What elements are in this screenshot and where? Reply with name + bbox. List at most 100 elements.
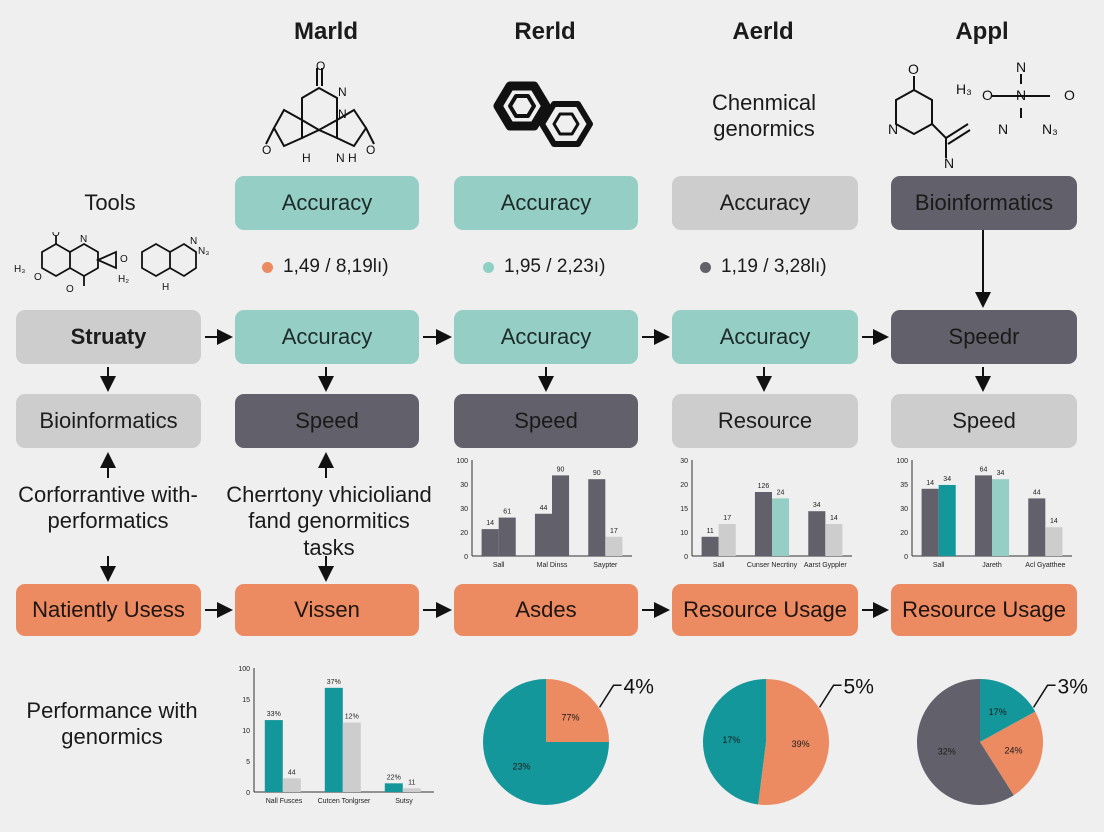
speed-box-r3-4: Speed: [891, 394, 1077, 448]
y-tick-label: 30: [680, 458, 688, 465]
pie-slice-label: 32%: [938, 747, 956, 757]
bar-value-label: 90: [593, 470, 601, 477]
bar-value-label: 17: [723, 515, 731, 522]
column-title-2: Rerld: [514, 18, 576, 45]
column-title-3: Aerld: [732, 18, 794, 45]
y-tick-label: 30: [900, 506, 908, 513]
atom-label: O: [34, 272, 42, 283]
callout-line: [818, 684, 842, 708]
molecule-structure-4: O N H₃ O N N O N N₃ N: [888, 59, 1075, 171]
orange-dot-icon: [262, 261, 273, 273]
atom-label: O: [982, 87, 993, 103]
y-tick-label: 0: [904, 554, 908, 561]
molecule-structure-left: O N N₃ H₃ O O H₂ O N H: [14, 232, 209, 294]
atom-label: N: [888, 121, 898, 137]
pie-slice: [703, 679, 766, 805]
atom-label: H₃: [14, 264, 25, 275]
x-tick-label: Sall: [493, 562, 505, 569]
pie-slice-label: 17%: [722, 735, 740, 745]
performance-caption: Performance with genormics: [26, 698, 198, 750]
stat-1: 1,49 / 8,19lı): [262, 256, 389, 278]
atom-label: N: [80, 234, 87, 245]
bar: [808, 511, 826, 556]
stat-3: 1,19 / 3,28lı): [700, 256, 827, 278]
pie-slice-label: 24%: [1005, 746, 1023, 756]
resource-usage-box-4: Resource Usage: [891, 584, 1077, 636]
stat-3-value: 1,19 / 3,28lı): [721, 256, 827, 277]
pie-slice-label: 77%: [561, 712, 579, 722]
atom-label: N: [190, 236, 197, 247]
bar: [342, 722, 361, 792]
bar: [754, 492, 772, 556]
bar: [701, 536, 719, 556]
bar: [1045, 527, 1063, 556]
x-tick-label: Mal Dinss: [537, 562, 568, 569]
y-tick-label: 10: [680, 530, 688, 537]
y-tick-label: 15: [242, 697, 250, 704]
bar: [772, 498, 790, 556]
molecule-structure-1: O N N O H N H O: [262, 59, 375, 165]
y-tick-label: 35: [900, 482, 908, 489]
y-tick-label: 20: [900, 530, 908, 537]
bar-value-label: 14: [1050, 518, 1058, 525]
x-tick-label: Jareth: [982, 562, 1002, 569]
bar-value-label: 64: [980, 466, 988, 473]
bar: [992, 479, 1010, 556]
accuracy-box-r2-2: Accuracy: [454, 310, 638, 364]
atom-label: O: [366, 143, 375, 157]
ring-structure-icon: [493, 81, 593, 147]
structure-box: Struaty: [16, 310, 201, 364]
bar-value-label: 14: [926, 480, 934, 487]
atom-label: O: [120, 254, 128, 265]
bar-value-label: 90: [557, 466, 565, 473]
pie-slice: [758, 679, 829, 805]
atom-label: N: [998, 121, 1008, 137]
dark-dot-icon: [700, 261, 711, 273]
bar-chart-4: 0 20 30 35 100 14 34 Sall 64 34 Jareth 44 14 Acl Gyat…: [896, 458, 1072, 569]
bar-value-label: 34: [997, 470, 1005, 477]
bar-value-label: 11: [408, 779, 415, 786]
bar-value-label: 14: [486, 520, 494, 527]
stat-2-value: 1,95 / 2,23ı): [504, 256, 606, 277]
atom-label: O: [316, 59, 325, 73]
pie-slice: [483, 679, 609, 805]
y-tick-label: 5: [246, 759, 250, 766]
asdes-box: Asdes: [454, 584, 638, 636]
y-tick-label: 0: [684, 554, 688, 561]
column-title-4: Appl: [955, 18, 1009, 45]
callout-line: [598, 684, 622, 708]
bar: [552, 475, 570, 556]
x-tick-label: Nall Fusces: [266, 798, 303, 805]
y-tick-label: 20: [680, 482, 688, 489]
bioinformatics-box-left: Bioinformatics: [16, 394, 201, 448]
x-tick-label: Cunser Necrtiny: [747, 562, 798, 569]
speed-box-r3-2: Speed: [454, 394, 638, 448]
bar-chart-3: 0 10 15 20 30 11 17 Sall 126 24 Cunser Necrtiny 34 1…: [680, 458, 852, 569]
y-tick-label: 100: [456, 458, 468, 465]
bar-value-label: 22%: [387, 774, 401, 781]
accuracy-box-3: Accuracy: [672, 176, 858, 230]
y-tick-label: 0: [246, 790, 250, 797]
stat-2: 1,95 / 2,23ı): [483, 256, 605, 278]
atom-label: H: [162, 282, 169, 293]
pie-chart-2: 39% 17% 5%: [703, 675, 874, 805]
left-caption: Corforrantive with-performatics: [18, 482, 198, 534]
pie-slice-label: 39%: [792, 739, 810, 749]
y-tick-label: 100: [896, 458, 908, 465]
resource-usage-box-3: Resource Usage: [672, 584, 858, 636]
bar: [282, 778, 301, 792]
x-tick-label: Saypter: [593, 562, 618, 569]
pie-callout-label: 4%: [624, 675, 654, 698]
x-tick-label: Aarst Gyppler: [804, 562, 847, 569]
bar-value-label: 33%: [267, 711, 281, 718]
bar: [974, 475, 992, 556]
x-tick-label: Acl Gyatthee: [1025, 562, 1065, 569]
atom-label: O: [66, 284, 74, 294]
bar-value-label: 37%: [327, 679, 341, 686]
atom-label: N: [336, 151, 345, 165]
accuracy-box-r2-1: Accuracy: [235, 310, 419, 364]
atom-label: N₃: [1042, 121, 1058, 137]
bar-value-label: 34: [943, 476, 951, 483]
middle-caption: Cherrtony vhicioliand fand genormitics t…: [226, 482, 432, 560]
stat-1-value: 1,49 / 8,19lı): [283, 256, 389, 277]
